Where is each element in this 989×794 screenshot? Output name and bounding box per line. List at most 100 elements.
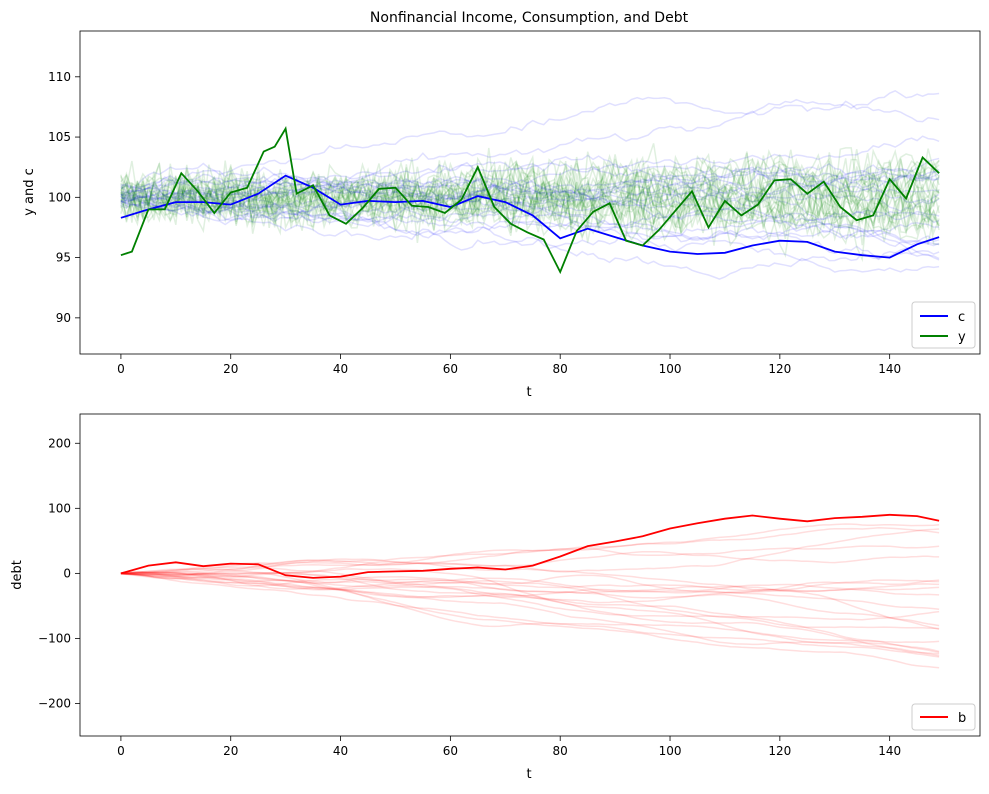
bottom-background-path [120, 572, 940, 621]
bottom-plot-frame [79, 413, 981, 737]
bottom-x-tick-label: 0 [117, 744, 125, 758]
bottom-y-tick-label: 100 [48, 501, 71, 515]
top-background-path [120, 195, 940, 228]
top-background-path [120, 158, 940, 233]
top-background-path [120, 172, 940, 243]
top-x-tick-label: 120 [768, 362, 791, 376]
top-x-tick-label: 140 [878, 362, 901, 376]
bottom-background-path [120, 571, 940, 592]
bottom-main-series [120, 513, 940, 579]
top-y-tick-label: 105 [48, 130, 71, 144]
bottom-chart-panel: 0 20 40 60 80 100 120 140 −200 −100 0 100 200 t deb… [10, 413, 981, 782]
bottom-background-path [120, 573, 940, 627]
bottom-background-path [120, 572, 940, 594]
bottom-legend-label-b: b [958, 711, 966, 726]
top-legend-label-y: y [958, 330, 966, 345]
top-y-tick-label: 110 [48, 70, 71, 84]
bottom-x-tick-label: 100 [659, 744, 682, 758]
bottom-background-path [120, 571, 940, 653]
top-background-path [120, 168, 940, 263]
top-background-path [120, 195, 940, 262]
bottom-background-path [120, 570, 940, 655]
top-series-line-y [120, 126, 940, 275]
bottom-background-path [120, 550, 940, 576]
bottom-y-tick-label: 0 [63, 566, 71, 580]
top-chart-panel: Nonfinancial Income, Consumption, and De… [22, 10, 981, 400]
top-background-path [120, 154, 940, 192]
top-x-tick-label: 40 [333, 362, 348, 376]
top-background-path [120, 135, 940, 194]
top-background-path [120, 168, 940, 217]
bottom-x-ticks: 0 20 40 60 80 100 120 140 [117, 736, 901, 758]
top-legend: c y [911, 301, 976, 349]
top-background-path [120, 196, 940, 261]
top-background-path [120, 160, 940, 229]
top-legend-label-c: c [958, 310, 965, 325]
bottom-background-path [120, 523, 940, 574]
bottom-x-tick-label: 40 [333, 744, 348, 758]
bottom-x-tick-label: 120 [768, 744, 791, 758]
top-background-path [120, 149, 940, 224]
top-background-path [120, 162, 940, 246]
bottom-x-tick-label: 60 [443, 744, 458, 758]
bottom-background-path [120, 572, 940, 669]
top-background-path [120, 147, 940, 223]
bottom-background-path [120, 572, 940, 643]
bottom-background-path [120, 568, 940, 658]
top-background-path [120, 185, 940, 222]
bottom-x-tick-label: 80 [553, 744, 568, 758]
top-background-path [120, 173, 940, 201]
top-background-path [120, 163, 940, 203]
top-x-tick-label: 100 [659, 362, 682, 376]
top-background-path [120, 163, 940, 234]
top-background-path [120, 169, 940, 236]
top-background-path [120, 170, 940, 233]
top-background-path [120, 148, 940, 223]
top-background-path [120, 161, 940, 225]
top-background-path [120, 100, 940, 203]
bottom-background-path [120, 567, 940, 597]
bottom-background-path [120, 572, 940, 604]
bottom-y-ticks: −200 −100 0 100 200 [38, 436, 80, 710]
top-background-path [120, 197, 940, 237]
bottom-y-tick-label: 200 [48, 436, 71, 450]
top-x-tick-label: 20 [223, 362, 238, 376]
top-background-path [120, 171, 940, 239]
top-background-path [120, 181, 940, 213]
bottom-background-path [120, 572, 940, 654]
top-main-series [120, 126, 940, 275]
top-y-axis-label: y and c [22, 168, 37, 216]
bottom-y-tick-label: −100 [38, 631, 71, 645]
top-background-path [120, 182, 940, 280]
top-background-path [120, 172, 940, 232]
bottom-background-path [120, 572, 940, 630]
top-background-path [120, 143, 940, 221]
top-plot-frame [79, 30, 981, 355]
top-y-tick-label: 90 [56, 311, 71, 325]
bottom-background-path [120, 527, 940, 575]
top-x-tick-label: 80 [553, 362, 568, 376]
top-background-path [120, 169, 940, 205]
bottom-x-axis-label: t [526, 767, 531, 782]
top-background-path [120, 200, 940, 247]
bottom-series-line-b [120, 513, 940, 579]
top-y-tick-label: 95 [56, 251, 71, 265]
top-background-path [120, 161, 940, 192]
top-series-line-c [120, 174, 940, 259]
bottom-background-path [120, 545, 940, 575]
top-x-tick-label: 0 [117, 362, 125, 376]
top-background-path [120, 160, 940, 242]
bottom-background-path [120, 568, 940, 657]
top-background-paths [120, 89, 940, 280]
bottom-background-paths [120, 523, 940, 669]
top-y-tick-label: 100 [48, 190, 71, 204]
bottom-y-tick-label: −200 [38, 696, 71, 710]
bottom-x-tick-label: 140 [878, 744, 901, 758]
bottom-x-tick-label: 20 [223, 744, 238, 758]
top-background-path [120, 185, 940, 243]
top-background-path [120, 175, 940, 215]
bottom-background-path [120, 571, 940, 610]
bottom-background-path [120, 572, 940, 630]
top-chart-title: Nonfinancial Income, Consumption, and De… [370, 10, 689, 26]
